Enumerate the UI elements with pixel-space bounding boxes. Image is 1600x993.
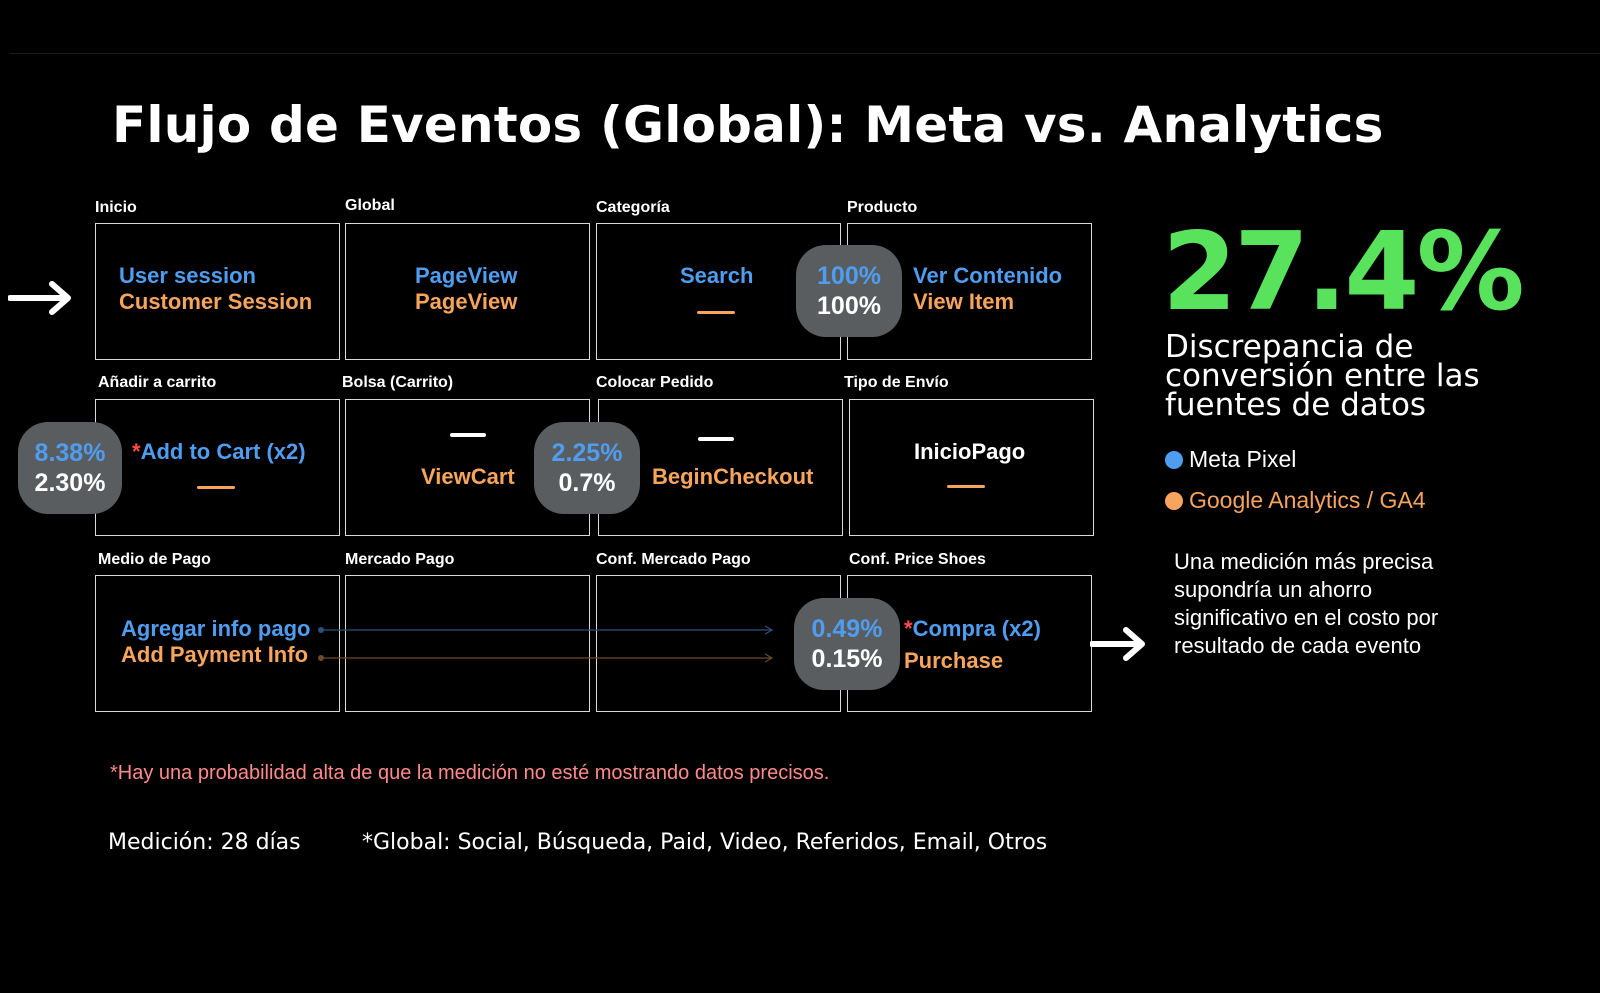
meta-event-agregar-info-pago: Agregar info pago (121, 616, 311, 641)
meta-event-user-session: User session (119, 263, 256, 288)
meta-event-iniciopago: InicioPago (914, 439, 1026, 464)
ga-no-event-dash (697, 311, 735, 314)
slide-title: Flujo de Eventos (Global): Meta vs. Anal… (112, 96, 1384, 154)
legend-label-ga: Google Analytics / GA4 (1189, 487, 1426, 513)
step-box-inicio (95, 223, 340, 360)
meta-flow-line (318, 625, 774, 635)
ga-event-add-payment-info: Add Payment Info (121, 642, 309, 667)
ga-event-view-item: View Item (913, 289, 1015, 314)
meta-event-ver-contenido: Ver Contenido (913, 263, 1063, 288)
kpi-value: 27.4% (1162, 210, 1525, 335)
ga-event-customer-session: Customer Session (119, 289, 313, 314)
step-label-global: Global (345, 197, 395, 214)
rate-bubble-conf-price-shoes: 0.49% 0.15% (794, 598, 900, 690)
step-box-anadir-carrito (95, 399, 340, 536)
ga-event-purchase: Purchase (904, 648, 1004, 673)
step-label-conf-price-shoes: Conf. Price Shoes (849, 551, 986, 568)
add-to-cart-label: Add to Cart (x2) (140, 439, 306, 464)
rate-meta-value: 0.49% (811, 615, 883, 643)
legend-item-ga: Google Analytics / GA4 (1165, 487, 1426, 514)
savings-note: Una medición más precisa supondría un ah… (1174, 549, 1439, 658)
step-label-producto: Producto (847, 199, 918, 216)
rate-meta-value: 100% (817, 262, 881, 290)
accuracy-footnote: *Hay una probabilidad alta de que la med… (110, 762, 830, 784)
step-label-conf-mercado-pago: Conf. Mercado Pago (596, 551, 751, 568)
ga-event-viewcart: ViewCart (421, 464, 515, 489)
ga-no-event-dash (197, 486, 235, 489)
step-label-inicio: Inicio (95, 199, 137, 216)
compra-label: Compra (x2) (912, 616, 1041, 641)
legend-item-meta: Meta Pixel (1165, 446, 1296, 473)
step-label-colocar-pedido: Colocar Pedido (596, 374, 714, 391)
meta-event-compra: *Compra (x2) (904, 616, 1041, 642)
measurement-period: Medición: 28 días (108, 830, 301, 855)
ga-event-pageview: PageView (415, 289, 518, 314)
rate-ga-value: 2.30% (34, 469, 106, 497)
legend-dot-ga-icon (1165, 491, 1183, 510)
asterisk-marker: * (904, 616, 913, 641)
ga-no-event-dash (947, 485, 985, 488)
exit-arrow-icon (1090, 627, 1145, 661)
step-label-anadir-carrito: Añadir a carrito (98, 374, 217, 391)
legend-label-meta: Meta Pixel (1189, 446, 1297, 472)
step-label-medio-pago: Medio de Pago (98, 551, 211, 568)
step-label-categoria: Categoría (596, 199, 670, 216)
rate-meta-value: 2.25% (551, 439, 623, 467)
meta-event-search: Search (680, 263, 754, 288)
entry-arrow-icon (8, 281, 71, 315)
step-box-global (345, 223, 590, 360)
step-box-medio-pago (95, 575, 340, 712)
step-box-mercado-pago (345, 575, 590, 712)
step-label-mercado-pago: Mercado Pago (345, 551, 455, 568)
ga-event-begincheckout: BeginCheckout (652, 464, 814, 489)
kpi-caption: Discrepancia de conversión entre las fue… (1165, 329, 1480, 423)
rate-bubble-colocar-pedido: 2.25% 0.7% (534, 422, 640, 514)
rate-bubble-anadir-carrito: 8.38% 2.30% (18, 422, 122, 514)
step-box-tipo-envio (849, 399, 1094, 536)
rate-bubble-producto: 100% 100% (796, 245, 902, 337)
meta-event-pageview: PageView (415, 263, 518, 288)
ga-flow-line (318, 653, 774, 663)
rate-meta-value: 8.38% (34, 439, 106, 467)
meta-no-event-dash (698, 437, 734, 441)
legend-dot-meta-icon (1165, 450, 1183, 469)
rate-ga-value: 100% (817, 292, 881, 320)
step-label-bolsa: Bolsa (Carrito) (342, 374, 454, 391)
asterisk-marker: * (132, 439, 141, 464)
rate-ga-value: 0.15% (811, 645, 883, 673)
global-channels-note: *Global: Social, Búsqueda, Paid, Video, … (362, 830, 1048, 855)
top-divider (10, 53, 1600, 54)
meta-no-event-dash (450, 433, 486, 437)
step-label-tipo-envio: Tipo de Envío (844, 374, 949, 391)
rate-ga-value: 0.7% (558, 469, 616, 497)
meta-event-add-to-cart: *Add to Cart (x2) (132, 439, 306, 465)
